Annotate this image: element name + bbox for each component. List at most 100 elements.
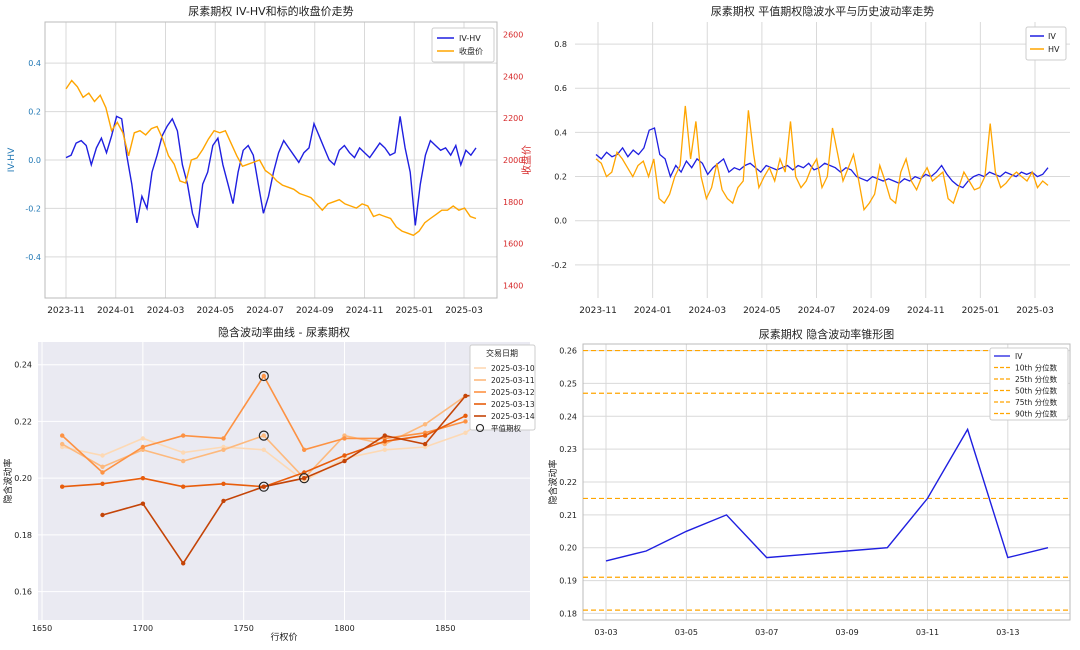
y-tick-label: 0.2 (554, 173, 567, 182)
y-tick-label: 0.8 (554, 40, 567, 49)
curve-point (463, 393, 468, 399)
x-tick-label: 1800 (334, 624, 354, 633)
y-tick-label: 0.18 (14, 531, 32, 540)
plot-frame (582, 343, 1071, 621)
atm-marker (299, 473, 310, 484)
curve-point (140, 444, 146, 450)
y2-tick-label: 2200 (503, 114, 523, 123)
x-tick-label: 2025-03 (445, 306, 483, 316)
curve-point (463, 430, 468, 435)
x-tick-label: 2023-11 (47, 306, 85, 316)
curve-point (422, 441, 428, 447)
y2-tick-label: 1800 (503, 198, 523, 207)
curve-point (181, 561, 186, 566)
y-tick-label: -0.2 (551, 261, 567, 270)
x-tick-label: 03-07 (755, 628, 778, 637)
x-tick-label: 2024-11 (907, 306, 945, 316)
atm-marker (258, 481, 269, 492)
y-tick-label: 0.2 (28, 108, 41, 117)
x-tick-label: 1750 (233, 624, 253, 633)
x-tick-label: 2024-09 (852, 306, 890, 316)
y2-tick-label: 1600 (503, 240, 523, 249)
curve-point (342, 458, 347, 464)
y-tick-label: 0.22 (14, 417, 32, 426)
curve-point (100, 464, 105, 469)
y-tick-label: -0.4 (25, 253, 41, 262)
x-tick-label: 2024-03 (688, 306, 726, 316)
legend-label: HV (1048, 45, 1060, 54)
y-tick-label: 0.18 (559, 609, 577, 618)
x-axis-label: 行权价 (270, 631, 297, 643)
curve-line (62, 403, 507, 482)
y-tick-label: 0.16 (14, 588, 32, 597)
legend-label: 2025-03-12 (491, 388, 535, 397)
x-tick-label: 2024-03 (147, 306, 185, 316)
y2-tick-label: 1400 (503, 281, 523, 290)
legend-box (431, 27, 495, 63)
legend-label: IV (1048, 32, 1056, 41)
curve-point (302, 447, 307, 452)
close-price-line (65, 79, 477, 237)
y-tick-label: 0.21 (559, 511, 577, 520)
curve-point (221, 498, 226, 504)
curve-point (382, 439, 387, 444)
curve-point (261, 484, 266, 489)
curve-point (463, 419, 468, 424)
x-tick-label: 2024-01 (634, 306, 672, 316)
x-tick-label: 2024-07 (246, 306, 284, 316)
curve-point (181, 458, 186, 464)
legend-label: 2025-03-10 (491, 364, 535, 373)
legend-label: 2025-03-14 (491, 412, 535, 421)
hv-line (595, 105, 1049, 212)
legend-label: 75th 分位数 (1015, 397, 1058, 407)
chart-3: 隐含波动率曲线 - 尿素期权 1650 1700 1750 1800 1850 0.16 0.… (2, 325, 536, 643)
x-tick-label: 03-09 (835, 628, 858, 637)
atm-marker (258, 370, 269, 382)
curve-point (342, 453, 347, 458)
chart-2: 尿素期权 平值期权隐波水平与历史波动率走势 2023-11 2024-01 2024-… (551, 4, 1070, 316)
legend-label: 10th 分位数 (1015, 363, 1058, 373)
curve-point (60, 441, 65, 447)
curve-point (382, 447, 387, 452)
y-axis-label: IV-HV (7, 147, 17, 172)
curve-point (100, 481, 105, 486)
y-tick-label: 0.4 (28, 59, 41, 68)
y-tick-label: 0.20 (14, 474, 32, 483)
curve-point (181, 484, 186, 489)
x-tick-label: 03-13 (996, 628, 1019, 637)
x-tick-label: 03-11 (916, 628, 939, 637)
y-axis-label: 隐含波动率 (2, 458, 14, 503)
curve-point (342, 436, 347, 441)
legend-box (469, 344, 536, 431)
curve-point (100, 453, 105, 458)
curve-point (261, 373, 266, 379)
iv-cone-line (605, 427, 1049, 562)
chart-4: 尿素期权 隐含波动率锥形图 03-03 03-05 03-07 03-09 03-11 03… (547, 327, 1071, 637)
curve-point (221, 436, 226, 441)
y-tick-label: 0.22 (559, 478, 577, 487)
curve-point (422, 433, 428, 438)
curve-point (221, 447, 226, 452)
x-tick-label: 2025-01 (395, 306, 433, 316)
legend-title: 交易日期 (486, 348, 518, 358)
y-axis-label: 隐含波动率 (547, 459, 559, 504)
x-tick-label: 2024-05 (196, 306, 234, 316)
x-tick-label: 2024-01 (97, 306, 135, 316)
curve-point (302, 476, 307, 481)
x-tick-label: 03-05 (675, 628, 698, 637)
chart-2-title: 尿素期权 平值期权隐波水平与历史波动率走势 (711, 4, 935, 18)
x-tick-label: 2024-11 (346, 306, 384, 316)
chart-1-title: 尿素期权 IV-HV和标的收盘价走势 (188, 4, 353, 18)
y-tick-label: 0.26 (559, 347, 577, 356)
x-tick-label: 2024-05 (743, 306, 781, 316)
curve-point (60, 433, 65, 438)
iv-line (595, 127, 1049, 189)
curve-point (100, 470, 105, 475)
x-tick-label: 2024-07 (798, 306, 836, 316)
x-tick-label: 2025-03 (1016, 306, 1054, 316)
y-tick-label: 0.0 (28, 156, 41, 165)
curve-point (100, 512, 105, 518)
chart-3-title: 隐含波动率曲线 - 尿素期权 (218, 325, 350, 339)
legend-label: IV (1015, 352, 1023, 361)
